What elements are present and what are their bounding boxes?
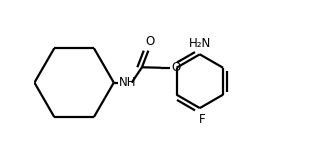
Text: O: O [171, 61, 180, 74]
Text: H₂N: H₂N [189, 37, 211, 50]
Text: NH: NH [118, 76, 136, 89]
Text: O: O [145, 35, 154, 48]
Text: F: F [199, 113, 206, 126]
